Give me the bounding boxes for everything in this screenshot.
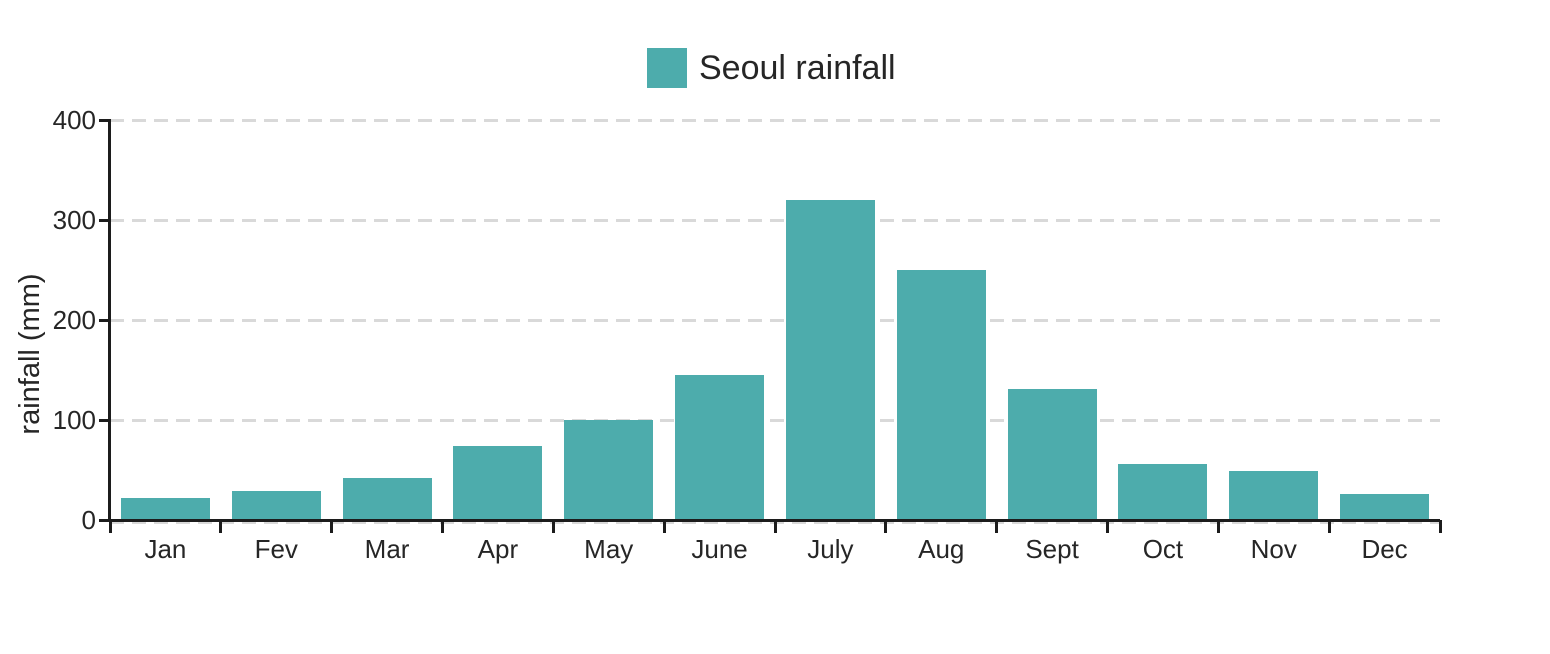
x-tick-6 [773,520,777,533]
x-tick-label-apr: Apr [477,534,519,564]
x-tick-8 [995,520,999,533]
bar-nov [1229,471,1319,519]
bar-july [785,200,875,519]
bar-oct [1118,464,1208,519]
x-tick-9 [1106,520,1109,533]
y-tick-100 [99,419,110,422]
x-tick-3 [441,520,444,533]
bar-aug [896,270,986,519]
y-tick-label-200: 200 [52,305,96,335]
bar-mar [342,478,432,519]
legend-item-seoul-rainfall[interactable]: Seoul rainfall [647,48,896,88]
y-tick-label-300: 300 [52,205,96,235]
y-tick-400 [99,119,110,122]
x-tick-4 [551,520,555,533]
x-tick-7 [884,520,888,533]
x-tick-10 [1216,520,1220,533]
grid-line-200 [110,319,1440,322]
grid-line-300 [110,219,1440,222]
grid-line-100 [110,419,1440,422]
y-tick-label-100: 100 [52,405,96,435]
bar-apr [453,446,543,519]
legend-label: Seoul rainfall [699,49,896,87]
x-tick-label-may: May [584,534,634,564]
x-tick-11 [1327,520,1331,533]
bar-dec [1340,494,1430,519]
x-tick-1 [219,520,223,533]
bar-sept [1007,389,1097,519]
x-tick-label-sept: Sept [1025,534,1079,564]
x-tick-label-dec: Dec [1361,534,1408,564]
legend-swatch [647,48,687,88]
y-tick-300 [99,219,110,222]
bar-june [675,375,765,519]
y-tick-label-0: 0 [81,505,96,535]
bar-fev [231,491,321,519]
y-tick-label-400: 400 [52,105,96,135]
y-tick-0 [99,519,110,522]
x-tick-label-fev: Fev [254,534,298,564]
x-tick-2 [330,520,334,533]
x-tick-label-oct: Oct [1142,534,1184,564]
x-tick-5 [662,520,666,533]
x-tick-label-nov: Nov [1250,534,1297,564]
bar-may [564,420,654,519]
y-tick-200 [99,319,110,322]
bar-jan [120,498,210,519]
x-tick-0 [108,520,112,533]
x-tick-label-aug: Aug [918,534,965,564]
x-tick-label-jan: Jan [144,534,187,564]
x-tick-label-june: June [691,534,748,564]
x-tick-label-mar: Mar [364,534,410,564]
x-tick-label-july: July [807,534,854,564]
grid-line-400 [110,119,1440,122]
x-tick-12 [1438,520,1442,533]
